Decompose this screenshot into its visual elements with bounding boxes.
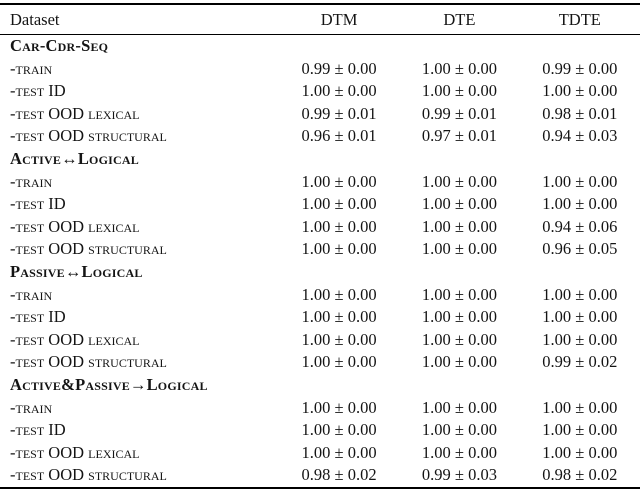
value-dte: 0.99 ± 0.03 (421, 465, 497, 485)
value-dte: 1.00 ± 0.00 (421, 442, 497, 462)
value-dte: 1.00 ± 0.00 (421, 284, 497, 304)
table-row: -train 1.00 ± 0.00 1.00 ± 0.00 1.00 ± 0.00 (0, 284, 640, 307)
table-row: -test ID 1.00 ± 0.00 1.00 ± 0.00 1.00 ± 0.0… (0, 306, 640, 329)
row-label: -test ID (10, 307, 66, 327)
column-header-dte: DTE (399, 4, 520, 35)
value-dtm: 1.00 ± 0.00 (301, 171, 377, 191)
value-tdte: 0.98 ± 0.01 (542, 103, 618, 123)
section-title: Car-Cdr-Seq (10, 36, 109, 55)
value-dte: 1.00 ± 0.00 (421, 352, 497, 372)
table-row: -train 0.99 ± 0.00 1.00 ± 0.00 0.99 ± 0.00 (0, 58, 640, 81)
value-tdte: 1.00 ± 0.00 (542, 284, 618, 304)
table-row: -test OOD structural 0.98 ± 0.02 0.99 ± 0.… (0, 464, 640, 488)
row-label: -test OOD structural (10, 239, 167, 259)
table-row: -test OOD lexical 0.99 ± 0.01 0.99 ± 0.01 0… (0, 103, 640, 126)
section-header-row: Active↔Logical (0, 148, 640, 171)
value-dtm: 1.00 ± 0.00 (301, 397, 377, 417)
section-title: Passive↔Logical (10, 261, 143, 281)
value-tdte: 0.99 ± 0.02 (542, 352, 618, 372)
column-header-tdte: TDTE (519, 4, 640, 35)
table-row: -train 1.00 ± 0.00 1.00 ± 0.00 1.00 ± 0.00 (0, 171, 640, 194)
row-label: -train (10, 397, 53, 417)
section-header-row: Car-Cdr-Seq (0, 35, 640, 58)
value-tdte: 1.00 ± 0.00 (542, 307, 618, 327)
value-dtm: 0.96 ± 0.01 (301, 126, 377, 146)
table-row: -test OOD structural 1.00 ± 0.00 1.00 ± 0.… (0, 351, 640, 374)
row-label: -train (10, 171, 53, 191)
value-dtm: 1.00 ± 0.00 (301, 194, 377, 214)
row-label: -test OOD lexical (10, 329, 140, 349)
row-label: -test OOD lexical (10, 442, 140, 462)
value-dtm: 1.00 ± 0.00 (301, 352, 377, 372)
value-tdte: 1.00 ± 0.00 (542, 397, 618, 417)
value-dte: 1.00 ± 0.00 (421, 397, 497, 417)
row-label: -test ID (10, 420, 66, 440)
header-row: Dataset DTM DTE TDTE (0, 4, 640, 35)
value-dte: 1.00 ± 0.00 (421, 171, 497, 191)
column-header-dataset: Dataset (0, 4, 279, 35)
value-dtm: 1.00 ± 0.00 (301, 329, 377, 349)
value-dte: 1.00 ± 0.00 (421, 329, 497, 349)
table-row: -test ID 1.00 ± 0.00 1.00 ± 0.00 1.00 ± 0.0… (0, 80, 640, 103)
row-label: -test OOD structural (10, 465, 167, 485)
value-dtm: 0.99 ± 0.01 (301, 103, 377, 123)
value-tdte: 0.98 ± 0.02 (542, 465, 618, 485)
section-title: Active↔Logical (10, 148, 139, 168)
value-dtm: 0.98 ± 0.02 (301, 465, 377, 485)
value-tdte: 0.99 ± 0.00 (542, 58, 618, 78)
value-dte: 1.00 ± 0.00 (421, 307, 497, 327)
value-dte: 1.00 ± 0.00 (421, 239, 497, 259)
section-header-row: Passive↔Logical (0, 261, 640, 284)
value-tdte: 0.94 ± 0.06 (542, 216, 618, 236)
row-label: -test OOD structural (10, 352, 167, 372)
value-dte: 1.00 ± 0.00 (421, 194, 497, 214)
table-row: -test OOD lexical 1.00 ± 0.00 1.00 ± 0.00 0… (0, 216, 640, 239)
table-row: -train 1.00 ± 0.00 1.00 ± 0.00 1.00 ± 0.00 (0, 397, 640, 420)
section-title: Active&Passive→Logical (10, 374, 208, 394)
value-dtm: 1.00 ± 0.00 (301, 81, 377, 101)
table-body: Car-Cdr-Seq -train 0.99 ± 0.00 1.00 ± 0.00 0… (0, 35, 640, 488)
row-label: -test OOD lexical (10, 216, 140, 236)
table-row: -test OOD lexical 1.00 ± 0.00 1.00 ± 0.00 1… (0, 442, 640, 465)
row-label: -test OOD lexical (10, 103, 140, 123)
value-dtm: 1.00 ± 0.00 (301, 284, 377, 304)
table-row: -test ID 1.00 ± 0.00 1.00 ± 0.00 1.00 ± 0.0… (0, 193, 640, 216)
value-dtm: 1.00 ± 0.00 (301, 307, 377, 327)
column-header-dtm: DTM (278, 4, 400, 35)
results-table: Dataset DTM DTE TDTE Car-Cdr-Seq -train 0.… (0, 3, 640, 489)
value-dte: 1.00 ± 0.00 (421, 58, 497, 78)
value-dtm: 1.00 ± 0.00 (301, 216, 377, 236)
value-tdte: 0.94 ± 0.03 (542, 126, 618, 146)
row-label: -train (10, 58, 53, 78)
value-dte: 1.00 ± 0.00 (421, 216, 497, 236)
table-row: -test OOD structural 1.00 ± 0.00 1.00 ± 0.… (0, 238, 640, 261)
value-tdte: 1.00 ± 0.00 (542, 420, 618, 440)
value-dtm: 1.00 ± 0.00 (301, 420, 377, 440)
table-row: -test OOD lexical 1.00 ± 0.00 1.00 ± 0.00 1… (0, 329, 640, 352)
value-tdte: 1.00 ± 0.00 (542, 194, 618, 214)
value-dte: 1.00 ± 0.00 (421, 81, 497, 101)
row-label: -train (10, 284, 53, 304)
value-dte: 1.00 ± 0.00 (421, 420, 497, 440)
value-tdte: 0.96 ± 0.05 (542, 239, 618, 259)
value-dtm: 1.00 ± 0.00 (301, 239, 377, 259)
value-tdte: 1.00 ± 0.00 (542, 442, 618, 462)
value-tdte: 1.00 ± 0.00 (542, 329, 618, 349)
table-header: Dataset DTM DTE TDTE (0, 4, 640, 35)
section-header-row: Active&Passive→Logical (0, 374, 640, 397)
row-label: -test ID (10, 194, 66, 214)
value-dte: 0.99 ± 0.01 (421, 103, 497, 123)
value-tdte: 1.00 ± 0.00 (542, 81, 618, 101)
table-row: -test OOD structural 0.96 ± 0.01 0.97 ± 0.… (0, 125, 640, 148)
row-label: -test OOD structural (10, 126, 167, 146)
value-dte: 0.97 ± 0.01 (421, 126, 497, 146)
value-dtm: 1.00 ± 0.00 (301, 442, 377, 462)
value-tdte: 1.00 ± 0.00 (542, 171, 618, 191)
table-row: -test ID 1.00 ± 0.00 1.00 ± 0.00 1.00 ± 0.0… (0, 419, 640, 442)
row-label: -test ID (10, 81, 66, 101)
value-dtm: 0.99 ± 0.00 (301, 58, 377, 78)
